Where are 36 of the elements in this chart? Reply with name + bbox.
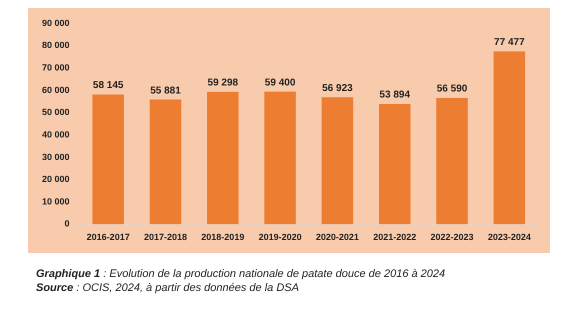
y-tick-label: 60 000 xyxy=(42,84,70,95)
x-tick-label: 2023-2024 xyxy=(488,232,531,242)
bar xyxy=(322,97,354,224)
x-tick-label: 2016-2017 xyxy=(86,232,130,242)
bar xyxy=(494,51,526,224)
x-tick-label: 2018-2019 xyxy=(201,232,244,242)
y-tick-label: 80 000 xyxy=(42,40,70,50)
bar xyxy=(378,104,410,224)
bar xyxy=(207,92,239,224)
data-label: 59 298 xyxy=(208,78,239,89)
data-label: 77 477 xyxy=(494,37,526,48)
x-tick-label: 2017-2018 xyxy=(144,232,188,242)
y-tick-label: 70 000 xyxy=(42,62,70,73)
y-tick-label: 40 000 xyxy=(42,129,70,140)
bar xyxy=(150,100,182,224)
data-label: 55 881 xyxy=(150,85,182,96)
data-label: 56 590 xyxy=(436,84,468,95)
y-tick-label: 0 xyxy=(64,218,70,229)
data-label: 59 400 xyxy=(264,77,296,88)
x-tick-label: 2019-2020 xyxy=(258,232,302,242)
data-label: 56 923 xyxy=(322,82,354,94)
x-tick-label: 2021-2022 xyxy=(373,232,416,242)
y-tick-label: 50 000 xyxy=(42,107,70,118)
bar xyxy=(264,92,296,224)
data-label: 58 145 xyxy=(92,80,124,92)
y-tick-label: 10 000 xyxy=(42,196,70,206)
y-tick-label: 90 000 xyxy=(42,18,70,28)
data-label: 53 894 xyxy=(379,90,410,101)
x-tick-label: 2022-2023 xyxy=(430,232,474,242)
y-tick-label: 20 000 xyxy=(42,174,70,184)
source-note: Source : OCIS, 2024, à partir des données de la DSA xyxy=(36,282,299,294)
x-tick-label: 2020-2021 xyxy=(316,232,359,242)
y-tick-label: 30 000 xyxy=(42,152,70,162)
bar xyxy=(436,98,468,224)
bar xyxy=(92,94,124,224)
text: Graphique 1 : Evolution de la production nationale de patate douce de 2016 à 2024 xyxy=(36,268,446,280)
